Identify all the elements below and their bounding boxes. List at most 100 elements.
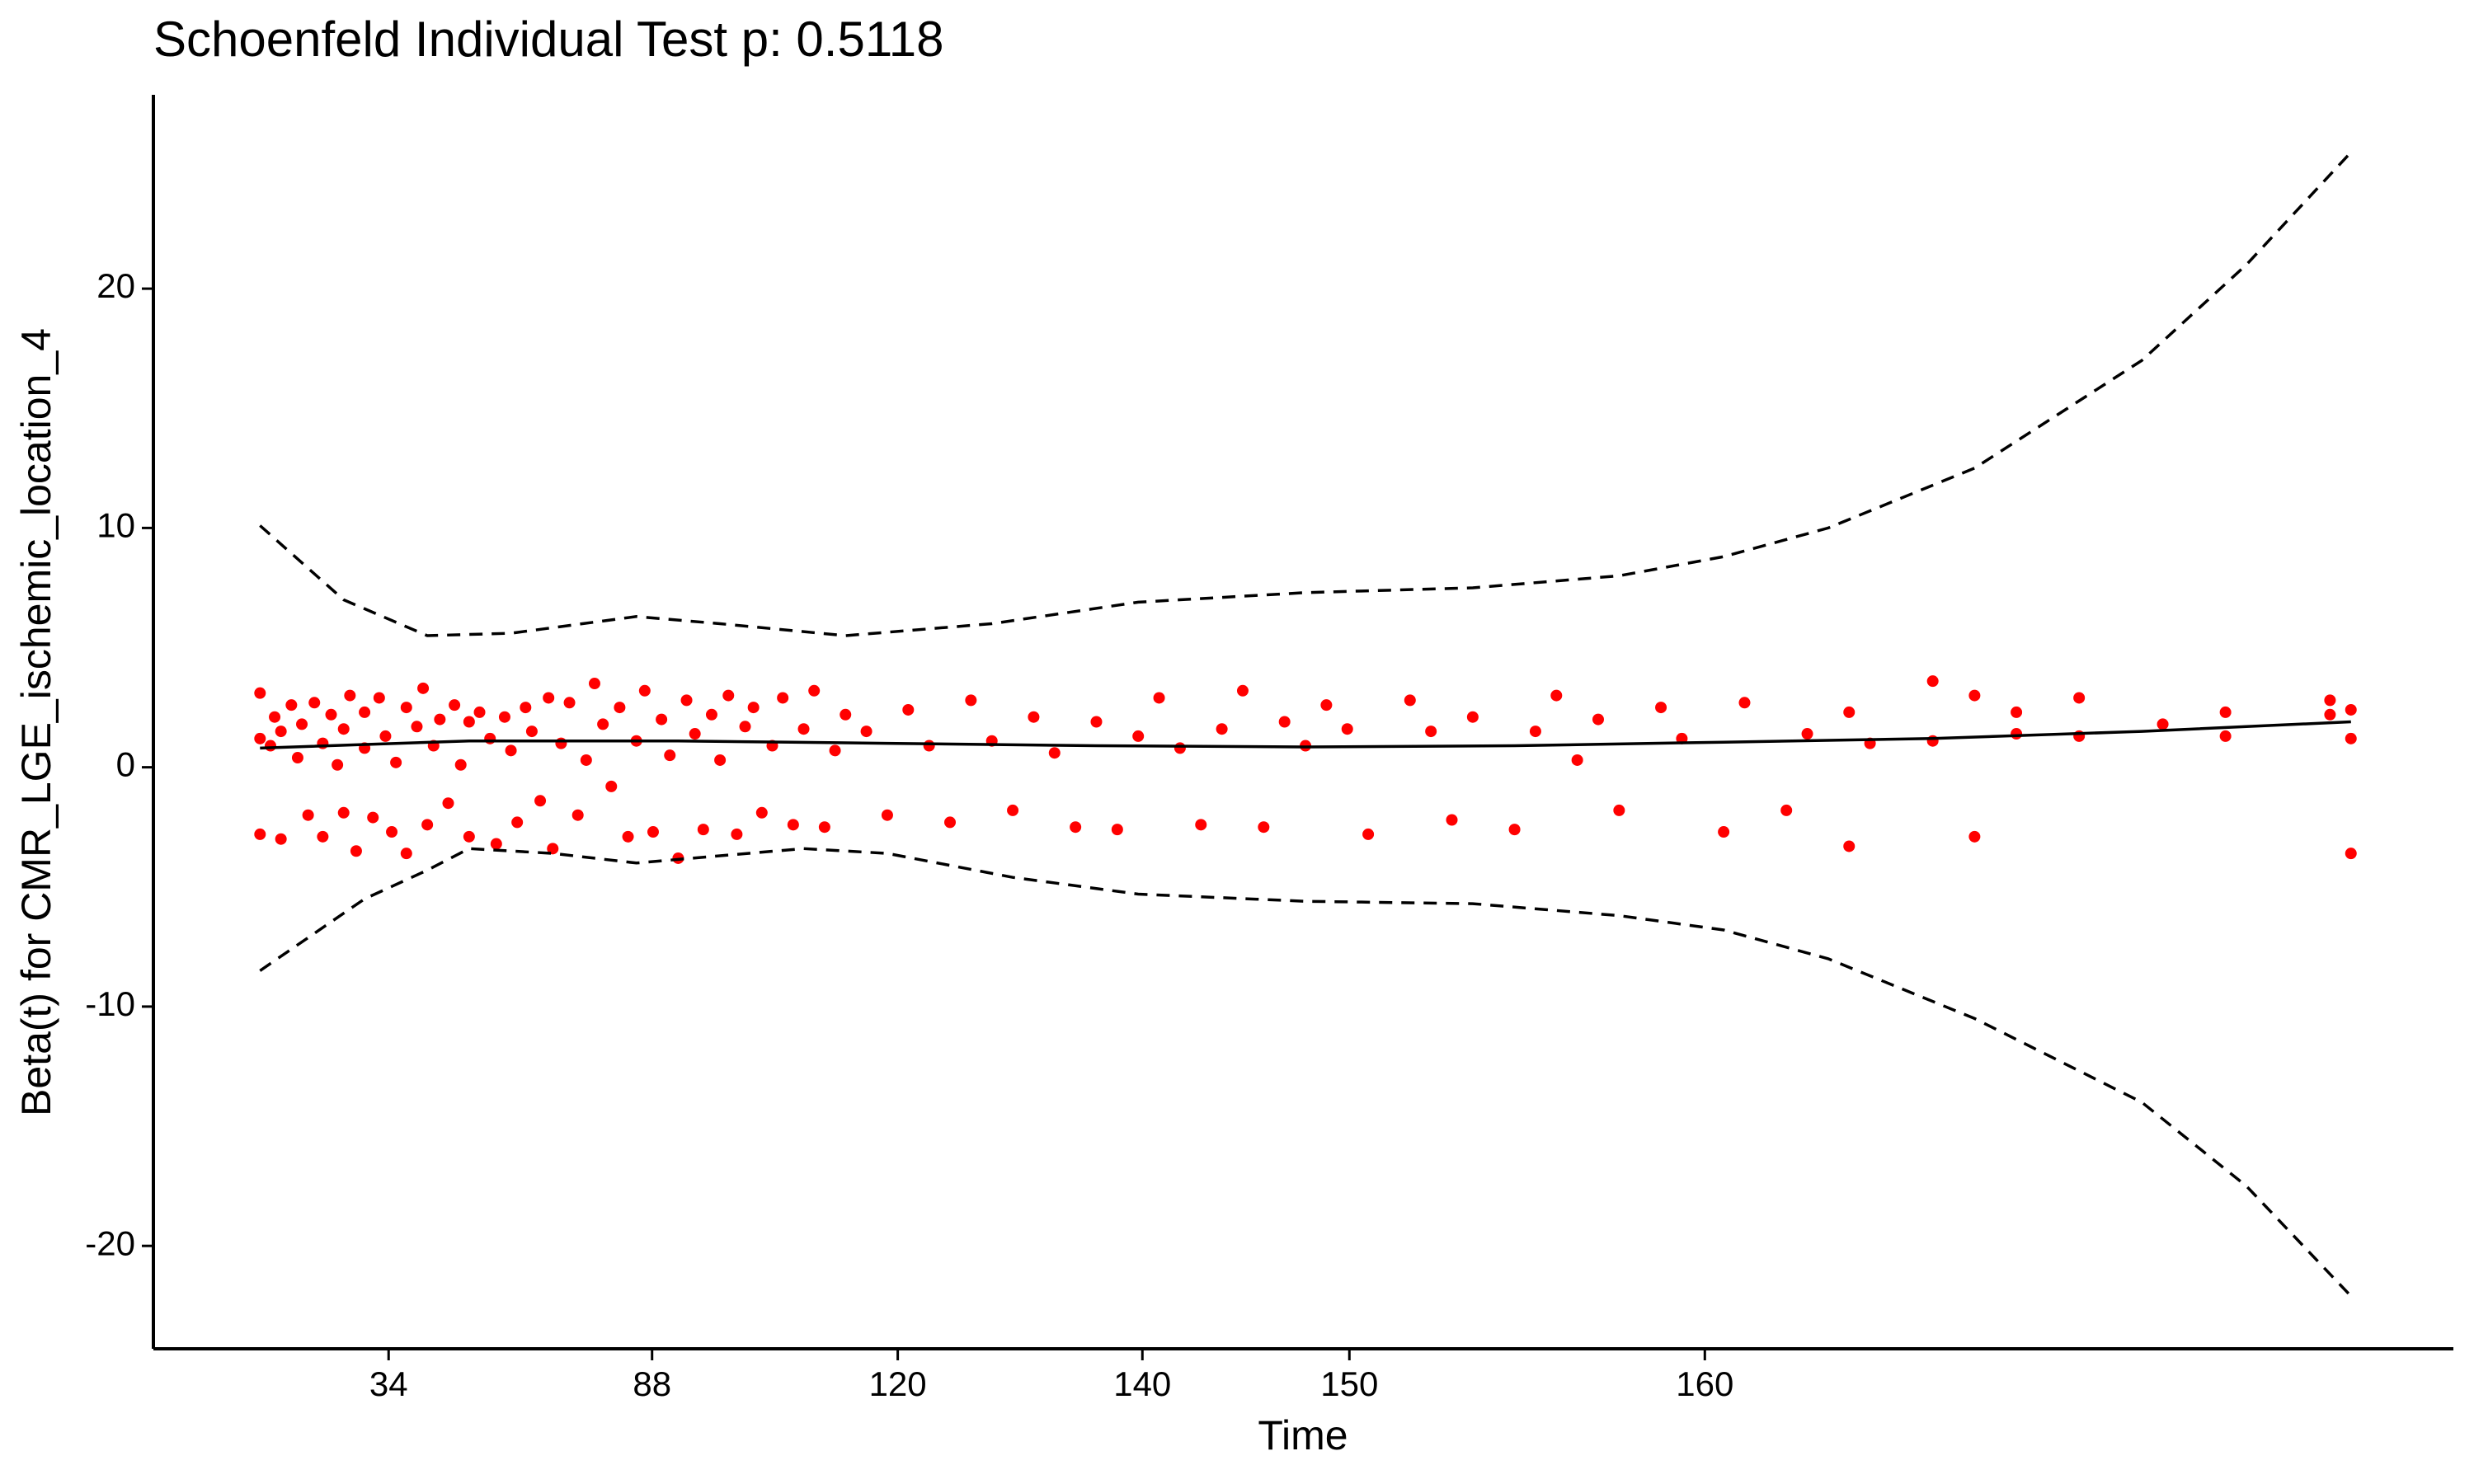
data-point bbox=[777, 692, 789, 704]
data-point bbox=[2324, 708, 2336, 721]
data-point bbox=[2345, 848, 2357, 860]
data-point bbox=[373, 692, 385, 704]
data-point bbox=[2345, 703, 2357, 716]
data-point bbox=[1341, 723, 1353, 735]
data-point bbox=[302, 809, 314, 821]
data-point bbox=[1529, 726, 1541, 738]
data-point bbox=[731, 828, 743, 840]
data-point bbox=[2011, 706, 2023, 718]
data-point bbox=[386, 826, 398, 838]
data-point bbox=[689, 728, 701, 740]
data-point bbox=[442, 797, 454, 810]
data-point bbox=[588, 678, 600, 690]
data-point bbox=[1320, 699, 1333, 711]
data-point bbox=[1236, 684, 1249, 697]
data-point bbox=[787, 819, 799, 831]
data-point bbox=[664, 749, 676, 762]
data-point bbox=[254, 828, 266, 840]
data-point bbox=[1550, 689, 1563, 702]
data-point bbox=[638, 684, 651, 697]
fit-line bbox=[260, 720, 2351, 750]
data-point bbox=[2219, 730, 2232, 742]
x-tick-label: 140 bbox=[1113, 1364, 1171, 1403]
x-tick-label: 34 bbox=[369, 1364, 408, 1403]
data-point bbox=[359, 706, 371, 718]
data-point bbox=[1571, 754, 1583, 766]
data-point bbox=[275, 726, 287, 738]
data-point bbox=[2011, 728, 2023, 740]
x-tick-label: 120 bbox=[869, 1364, 927, 1403]
data-point bbox=[498, 711, 510, 723]
data-point bbox=[1801, 728, 1813, 740]
data-point bbox=[1968, 830, 1981, 843]
data-point bbox=[434, 713, 446, 726]
data-point bbox=[350, 845, 362, 857]
data-point bbox=[2345, 732, 2357, 744]
data-point bbox=[902, 703, 915, 716]
data-point bbox=[1613, 804, 1625, 816]
data-point bbox=[965, 694, 977, 707]
data-point bbox=[2157, 718, 2169, 730]
data-point bbox=[1174, 742, 1186, 754]
data-point bbox=[1926, 675, 1939, 688]
data-point bbox=[2073, 692, 2086, 704]
data-point bbox=[571, 809, 584, 821]
chart-title: Schoenfeld Individual Test p: 0.5118 bbox=[153, 12, 943, 67]
data-point bbox=[1362, 828, 1375, 840]
x-tick-label: 150 bbox=[1320, 1364, 1378, 1403]
data-point bbox=[379, 730, 392, 742]
data-point bbox=[1153, 692, 1165, 704]
data-point bbox=[344, 689, 356, 702]
data-point bbox=[1738, 697, 1751, 709]
data-point bbox=[860, 726, 872, 738]
data-point bbox=[463, 830, 475, 843]
data-point bbox=[337, 806, 350, 819]
data-point bbox=[325, 708, 337, 721]
data-point bbox=[555, 737, 567, 749]
data-point bbox=[1195, 819, 1207, 831]
data-point bbox=[840, 708, 852, 721]
data-point bbox=[390, 756, 402, 768]
x-tick-label: 160 bbox=[1676, 1364, 1733, 1403]
data-point bbox=[2219, 706, 2232, 718]
data-point bbox=[367, 811, 379, 824]
data-point bbox=[797, 723, 810, 735]
y-tick-label: -10 bbox=[85, 984, 135, 1023]
data-point bbox=[1466, 711, 1479, 723]
data-point bbox=[254, 687, 266, 699]
data-point bbox=[614, 702, 626, 714]
data-point bbox=[332, 758, 344, 771]
data-point bbox=[1216, 723, 1228, 735]
data-point bbox=[755, 806, 768, 819]
data-point bbox=[400, 702, 412, 714]
data-point bbox=[739, 721, 751, 733]
data-point bbox=[1446, 814, 1458, 826]
x-axis-title: Time bbox=[1258, 1412, 1348, 1458]
data-point bbox=[463, 716, 475, 728]
data-point bbox=[490, 838, 502, 850]
data-point bbox=[605, 780, 618, 792]
data-point bbox=[337, 723, 350, 735]
data-point bbox=[421, 819, 434, 831]
data-point bbox=[622, 830, 634, 843]
data-point bbox=[1070, 821, 1082, 834]
data-point bbox=[454, 758, 467, 771]
y-tick-label: 0 bbox=[116, 745, 135, 784]
data-point bbox=[580, 754, 592, 766]
data-point bbox=[563, 697, 576, 709]
data-point bbox=[275, 833, 287, 845]
data-point bbox=[534, 795, 547, 807]
data-point bbox=[296, 718, 308, 730]
data-point bbox=[656, 713, 668, 726]
data-point bbox=[808, 684, 821, 697]
data-point bbox=[714, 754, 727, 766]
data-point bbox=[1278, 716, 1291, 728]
data-point bbox=[285, 699, 298, 711]
data-point bbox=[317, 830, 329, 843]
data-point bbox=[411, 721, 423, 733]
data-point bbox=[2324, 694, 2336, 707]
data-point bbox=[1028, 711, 1040, 723]
data-point bbox=[1843, 706, 1856, 718]
y-axis-title: Beta(t) for CMR_LGE_ischemic_location_4 bbox=[13, 328, 59, 1116]
